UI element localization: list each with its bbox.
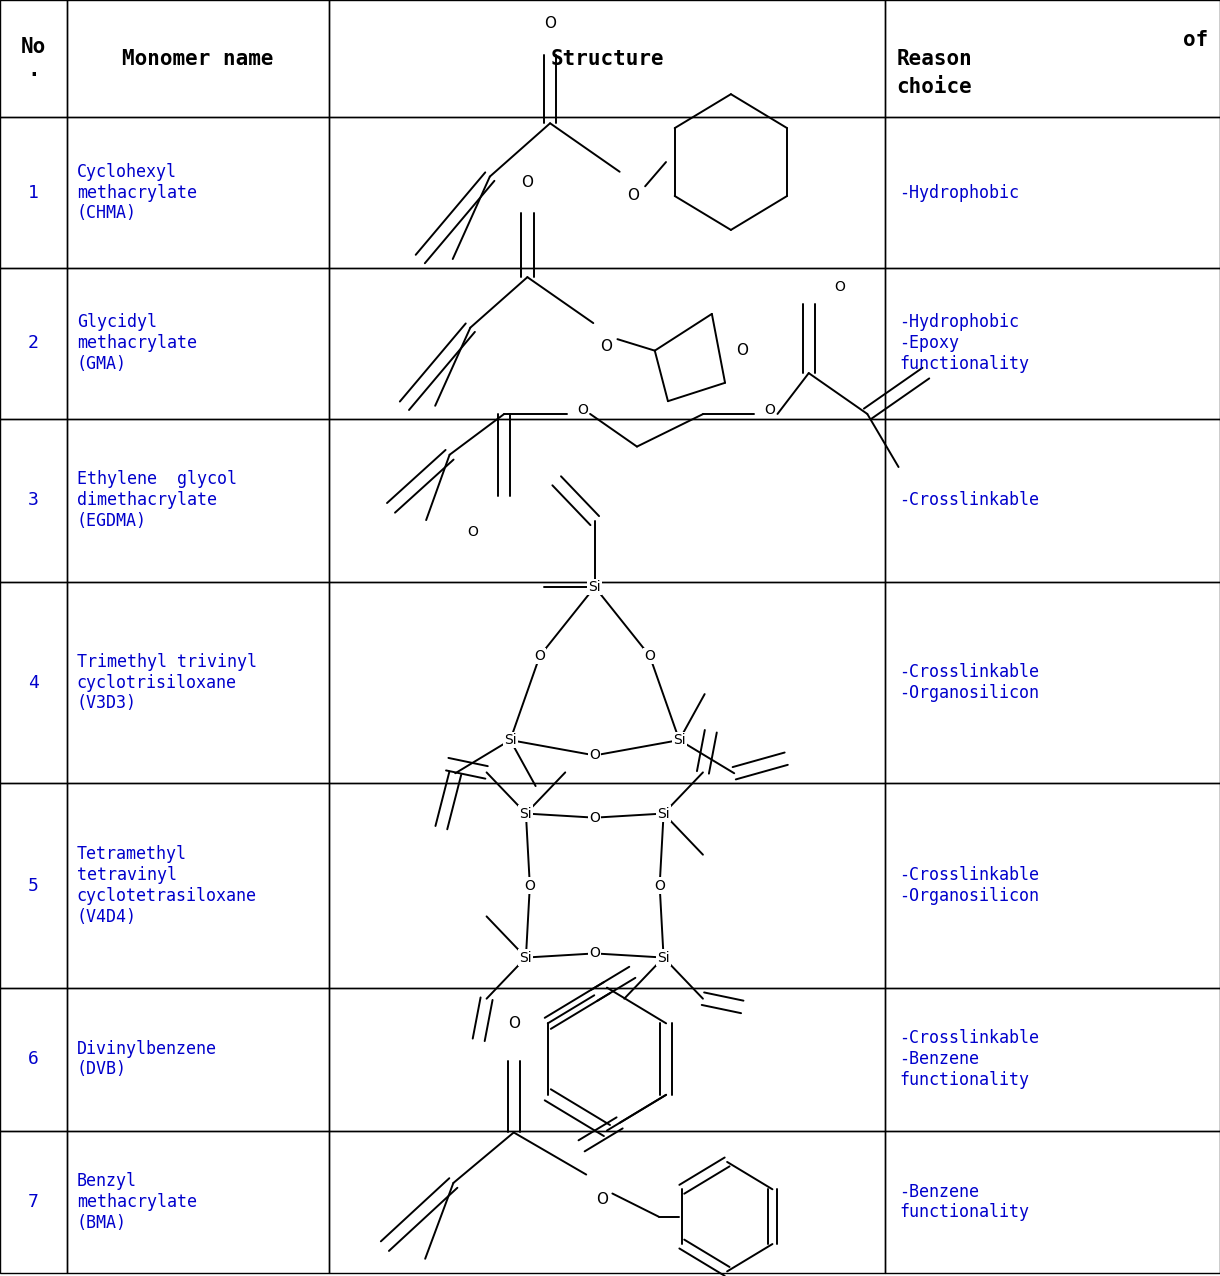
Text: -Crosslinkable
-Benzene
functionality: -Crosslinkable -Benzene functionality	[899, 1030, 1039, 1088]
Bar	[884, 988, 1220, 1131]
Text: 1: 1	[28, 184, 39, 202]
Bar	[884, 582, 1220, 783]
Text: 6: 6	[28, 1050, 39, 1068]
Text: of: of	[1182, 29, 1208, 50]
Bar	[0, 582, 67, 783]
Text: -Hydrophobic: -Hydrophobic	[899, 184, 1019, 202]
Bar	[0, 988, 67, 1131]
Text: Structure: Structure	[550, 48, 664, 69]
Bar	[329, 1131, 884, 1273]
Text: -Crosslinkable
-Organosilicon: -Crosslinkable -Organosilicon	[899, 866, 1039, 905]
Bar	[884, 419, 1220, 582]
Bar	[329, 0, 884, 117]
Bar	[67, 1131, 329, 1273]
Bar	[884, 0, 1220, 117]
Text: O: O	[764, 403, 775, 417]
Text: Si: Si	[504, 734, 516, 746]
Bar	[67, 582, 329, 783]
Text: No
.: No .	[21, 37, 46, 80]
Bar	[329, 419, 884, 582]
Bar	[0, 0, 67, 117]
Bar	[0, 268, 67, 419]
Text: O: O	[589, 810, 600, 824]
Text: O: O	[534, 649, 545, 662]
Text: Si: Si	[658, 951, 670, 965]
Text: 5: 5	[28, 877, 39, 894]
Text: Ethylene  glycol
dimethacrylate
(EGDMA): Ethylene glycol dimethacrylate (EGDMA)	[77, 471, 237, 530]
Bar	[329, 988, 884, 1131]
Text: O: O	[627, 189, 639, 203]
Text: O: O	[577, 403, 588, 417]
Text: O: O	[737, 343, 749, 359]
Text: Benzyl
methacrylate
(BMA): Benzyl methacrylate (BMA)	[77, 1173, 196, 1231]
Text: 7: 7	[28, 1193, 39, 1211]
Text: Si: Si	[658, 806, 670, 820]
Bar	[884, 268, 1220, 419]
Text: Si: Si	[588, 581, 601, 593]
Bar	[884, 117, 1220, 268]
Text: Si: Si	[520, 951, 532, 965]
Bar	[329, 268, 884, 419]
Text: O: O	[589, 947, 600, 961]
Bar	[884, 1131, 1220, 1273]
Text: O: O	[597, 1192, 609, 1207]
Text: O: O	[525, 879, 536, 892]
Text: O: O	[544, 17, 556, 31]
Bar	[67, 117, 329, 268]
Text: -Crosslinkable
-Organosilicon: -Crosslinkable -Organosilicon	[899, 664, 1039, 702]
Bar	[329, 582, 884, 783]
Bar	[0, 783, 67, 988]
Text: Divinylbenzene
(DVB): Divinylbenzene (DVB)	[77, 1040, 217, 1078]
Text: Monomer name: Monomer name	[122, 48, 274, 69]
Text: O: O	[589, 749, 600, 762]
Bar	[329, 783, 884, 988]
Text: -Crosslinkable: -Crosslinkable	[899, 491, 1039, 509]
Text: Trimethyl trivinyl
cyclotrisiloxane
(V3D3): Trimethyl trivinyl cyclotrisiloxane (V3D…	[77, 653, 257, 712]
Text: O: O	[600, 338, 612, 353]
Text: -Hydrophobic
-Epoxy
functionality: -Hydrophobic -Epoxy functionality	[899, 314, 1030, 373]
Text: O: O	[834, 281, 845, 295]
Text: Cyclohexyl
methacrylate
(CHMA): Cyclohexyl methacrylate (CHMA)	[77, 163, 196, 222]
Text: Reason: Reason	[897, 48, 972, 69]
Bar	[0, 117, 67, 268]
Text: 4: 4	[28, 674, 39, 692]
Text: O: O	[508, 1017, 520, 1031]
Bar	[0, 1131, 67, 1273]
Text: Si: Si	[673, 734, 686, 746]
Text: O: O	[654, 879, 665, 892]
Bar	[67, 0, 329, 117]
Text: Si: Si	[520, 806, 532, 820]
Text: 3: 3	[28, 491, 39, 509]
Text: O: O	[521, 175, 533, 190]
Bar	[67, 419, 329, 582]
Bar	[67, 988, 329, 1131]
Text: O: O	[467, 526, 478, 540]
Bar	[67, 268, 329, 419]
Text: choice: choice	[897, 77, 972, 97]
Bar	[329, 117, 884, 268]
Text: 2: 2	[28, 334, 39, 352]
Bar	[884, 783, 1220, 988]
Text: Tetramethyl
tetravinyl
cyclotetrasiloxane
(V4D4): Tetramethyl tetravinyl cyclotetrasiloxan…	[77, 845, 257, 926]
Bar	[0, 419, 67, 582]
Text: -Benzene
functionality: -Benzene functionality	[899, 1183, 1030, 1221]
Bar	[67, 783, 329, 988]
Text: O: O	[644, 649, 655, 662]
Text: Glycidyl
methacrylate
(GMA): Glycidyl methacrylate (GMA)	[77, 314, 196, 373]
